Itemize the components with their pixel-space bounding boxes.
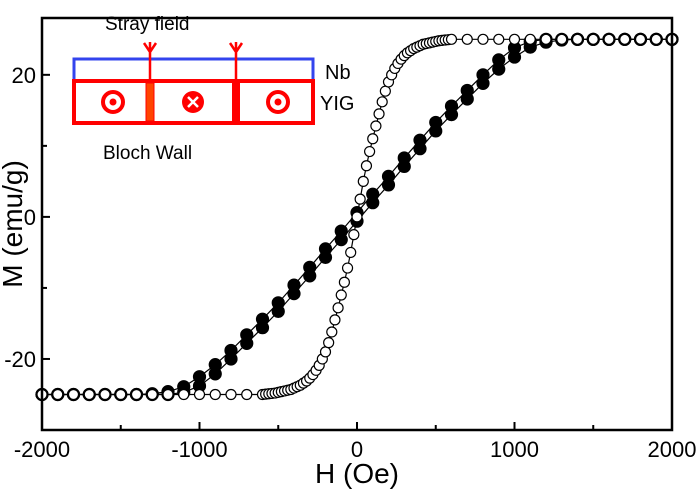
- open-data-point: [319, 346, 332, 358]
- open-data-point: [619, 33, 631, 45]
- x-tick-label: 0: [351, 437, 363, 462]
- open-data-point: [357, 175, 369, 187]
- filled-data-point: [334, 224, 348, 238]
- open-data-point: [556, 33, 568, 45]
- filled-data-point: [192, 370, 207, 384]
- open-data-point: [338, 276, 350, 288]
- open-data-point: [571, 33, 584, 45]
- open-data-point: [178, 388, 190, 401]
- open-data-point: [364, 145, 376, 158]
- filled-data-point: [444, 99, 459, 113]
- open-data-point: [326, 326, 338, 338]
- open-data-point: [99, 388, 111, 401]
- open-data-point: [335, 289, 347, 301]
- filled-data-point: [429, 115, 443, 130]
- open-data-point: [587, 33, 599, 45]
- open-data-point: [345, 246, 357, 259]
- open-data-point: [323, 337, 335, 349]
- open-data-point: [341, 262, 354, 274]
- open-data-point: [115, 388, 127, 401]
- yig-label: YIG: [320, 93, 354, 115]
- x-tick-label: 2000: [648, 437, 697, 462]
- filled-data-point: [366, 187, 380, 201]
- open-data-point: [209, 388, 221, 401]
- filled-data-point: [413, 133, 427, 147]
- filled-data-point: [271, 296, 285, 310]
- open-data-point: [508, 33, 521, 45]
- open-data-point: [146, 388, 158, 401]
- open-data-point: [379, 85, 391, 97]
- bloch-wall-label: Bloch Wall: [103, 143, 192, 164]
- stray-field-arrow-icon: [142, 42, 244, 82]
- open-data-point: [225, 388, 237, 401]
- inset-diagram: Stray field Nb YIG Bloch Wall: [72, 14, 354, 164]
- open-data-point: [52, 388, 64, 401]
- bloch-wall-right: [232, 83, 240, 121]
- open-data-point: [376, 96, 388, 108]
- filled-data-point: [318, 242, 333, 256]
- filled-data-point: [460, 83, 474, 98]
- open-data-point: [360, 160, 373, 172]
- filled-data-point: [397, 151, 411, 165]
- domain-dot-icon: [266, 90, 290, 114]
- filled-data-point: [240, 328, 254, 342]
- filled-data-point: [224, 343, 238, 358]
- open-data-point: [370, 120, 382, 132]
- stray-field-label: Stray field: [105, 14, 189, 35]
- open-data-point: [162, 388, 174, 401]
- bloch-wall-left: [145, 82, 155, 122]
- open-data-point: [329, 314, 341, 326]
- open-data-point: [650, 33, 662, 45]
- filled-data-point: [255, 312, 270, 326]
- filled-data-point: [303, 260, 317, 274]
- open-data-point: [493, 33, 505, 45]
- filled-data-point: [381, 169, 396, 184]
- filled-data-point: [476, 68, 490, 82]
- x-tick-label: -2000: [14, 437, 70, 462]
- x-axis-label: H (Oe): [315, 458, 399, 489]
- open-data-point: [461, 33, 473, 45]
- axis-ticks: -2000 -1000 0 1000 2000 -20 0 20: [4, 63, 696, 462]
- open-data-point: [603, 33, 615, 45]
- open-data-point: [83, 388, 95, 401]
- open-data-point: [524, 33, 536, 45]
- open-data-point: [241, 388, 253, 401]
- open-data-point: [67, 388, 80, 401]
- y-tick-label: 20: [12, 63, 36, 88]
- filled-data-point: [287, 278, 301, 292]
- filled-data-point: [208, 358, 222, 372]
- nb-layer: [72, 57, 315, 83]
- nb-label: Nb: [325, 62, 351, 84]
- open-data-point: [193, 388, 206, 401]
- x-tick-label: 1000: [490, 437, 539, 462]
- open-data-point: [634, 33, 647, 45]
- open-data-point: [348, 229, 360, 241]
- domain-dot-icon: [101, 90, 125, 114]
- open-data-point: [477, 33, 489, 45]
- open-data-point: [130, 388, 143, 401]
- filled-data-point: [492, 53, 506, 67]
- open-data-point: [445, 33, 458, 45]
- open-data-point: [540, 33, 552, 45]
- x-tick-label: -1000: [171, 437, 227, 462]
- open-data-point: [351, 211, 363, 223]
- open-data-point: [367, 133, 379, 145]
- domain-cross-icon: [182, 91, 204, 113]
- open-data-point: [332, 302, 344, 314]
- y-tick-label: -20: [4, 347, 36, 372]
- y-axis-label: M (emu/g): [0, 160, 28, 288]
- open-data-point: [354, 193, 366, 205]
- open-data-point: [373, 108, 385, 120]
- y-tick-label: 0: [24, 205, 36, 230]
